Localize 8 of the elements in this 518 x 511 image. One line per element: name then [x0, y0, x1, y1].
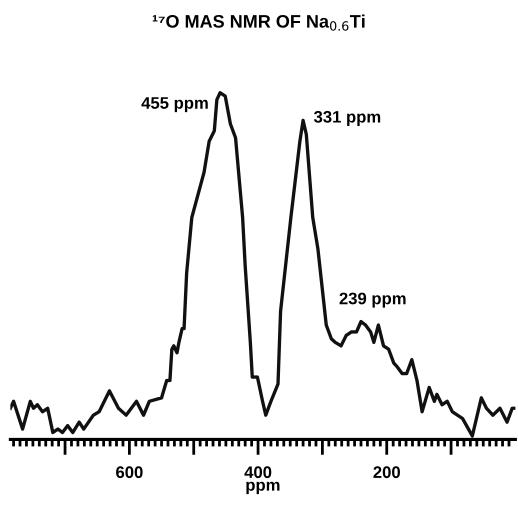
x-axis-title: ppm: [246, 482, 280, 494]
annotation: 455 ppm: [141, 97, 208, 112]
chart-title: ¹⁷O MAS NMR OF Na$_{0.6}$Ti: [152, 14, 365, 31]
annotation: 239 ppm: [340, 292, 406, 308]
x-tick-label: 400: [244, 466, 272, 478]
annotation: 331 ppm: [314, 110, 380, 126]
x-tick-label: 600: [116, 466, 143, 478]
x-tick-label: 200: [373, 466, 400, 478]
